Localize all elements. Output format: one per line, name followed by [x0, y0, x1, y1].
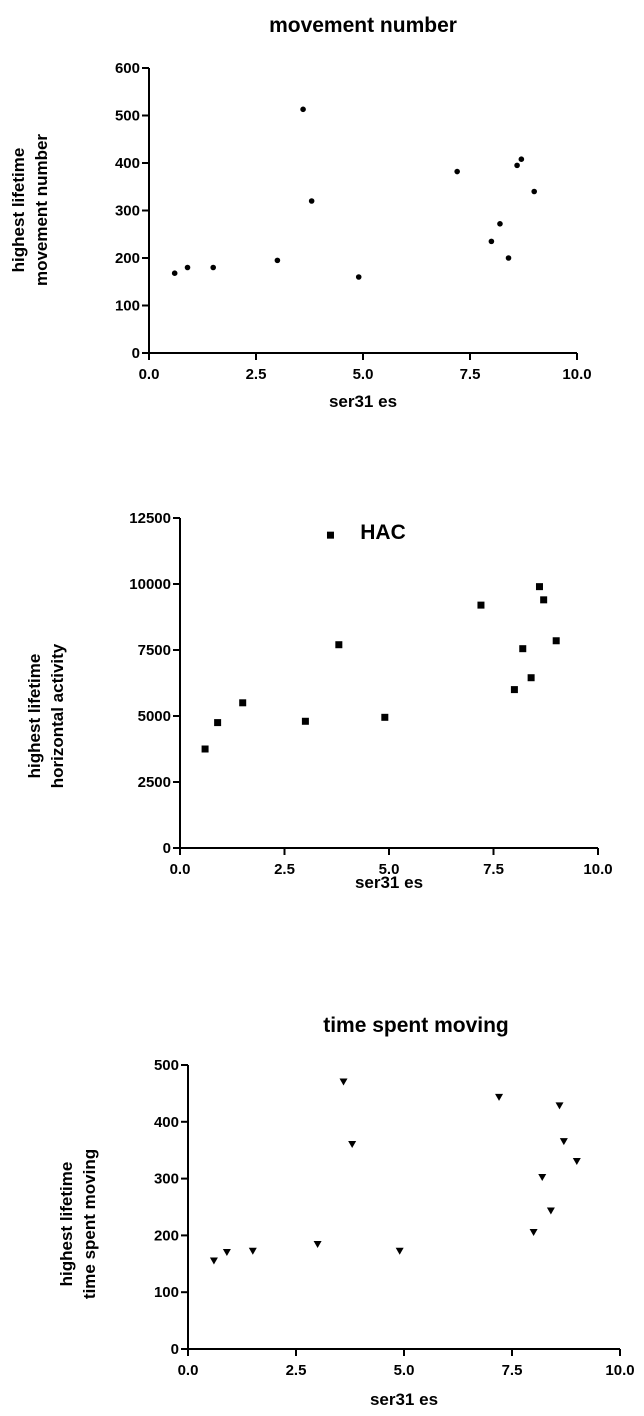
chart-panel-1: movement number 0 100 200 300 400 500 600 0.0 2.5… — [9, 14, 592, 411]
y-tick-label: 400 — [115, 155, 140, 172]
data-point — [381, 713, 389, 721]
x-axis-label: ser31 es — [370, 1390, 438, 1409]
data-point — [454, 168, 460, 175]
data-point — [514, 162, 520, 169]
x-tick-label: 7.5 — [483, 861, 504, 878]
y-tick-label: 100 — [154, 1284, 179, 1301]
data-point — [519, 645, 527, 653]
data-point — [497, 221, 503, 227]
x-tick-label: 10.0 — [562, 366, 591, 383]
y-tick-label: 7500 — [138, 642, 171, 659]
data-point — [184, 264, 191, 271]
data-point — [559, 1138, 568, 1146]
y-axis-label-line-2: horizontal activity — [48, 643, 67, 788]
data-point — [510, 686, 518, 694]
data-point — [239, 699, 247, 707]
y-axis-label-line-1: highest lifetime — [9, 148, 28, 273]
data-point — [540, 596, 548, 604]
y-tick-label: 500 — [154, 1057, 179, 1074]
y-tick-label: 0 — [163, 840, 171, 857]
y-tick-label: 100 — [115, 298, 140, 315]
data-point — [339, 1078, 348, 1086]
x-tick-label: 2.5 — [246, 366, 267, 383]
y-tick-label: 200 — [115, 250, 140, 267]
data-point — [301, 717, 309, 725]
x-tick-label: 0.0 — [178, 1362, 199, 1379]
y-tick-label: 500 — [115, 108, 140, 125]
data-point — [201, 745, 209, 753]
chart-panel-2: HAC 0 2500 5000 7500 10000 12500 0.0 2.5 5.0 7.5 10… — [25, 510, 613, 892]
data-point — [552, 637, 560, 645]
x-tick-label: 2.5 — [274, 861, 295, 878]
x-axis-label: ser31 es — [329, 392, 397, 411]
chart-title: HAC — [360, 521, 406, 544]
data-point — [538, 1173, 547, 1181]
y-axis-label-line-2: time spent moving — [80, 1149, 99, 1299]
data-point — [505, 255, 512, 261]
x-tick-label: 7.5 — [460, 366, 481, 383]
data-point — [355, 274, 362, 280]
chart-title: movement number — [269, 14, 457, 37]
x-tick-label: 10.0 — [605, 1362, 634, 1379]
y-axis-label-line-1: highest lifetime — [25, 654, 44, 779]
x-tick-label: 5.0 — [379, 861, 400, 878]
x-tick-label: 5.0 — [353, 366, 374, 383]
data-point — [335, 641, 343, 649]
x-tick-label: 5.0 — [394, 1362, 415, 1379]
data-point — [326, 531, 334, 539]
data-point — [477, 601, 485, 609]
y-tick-label: 12500 — [129, 510, 171, 527]
x-axis-label: ser31 es — [355, 873, 423, 892]
data-point — [488, 238, 495, 245]
data-point — [529, 1229, 538, 1237]
x-tick-label: 2.5 — [286, 1362, 307, 1379]
data-point — [274, 257, 281, 264]
data-point — [395, 1247, 404, 1255]
data-point — [210, 264, 216, 271]
y-tick-label: 10000 — [129, 576, 171, 593]
y-tick-label: 5000 — [138, 708, 171, 725]
chart-panel-3: time spent moving 0 100 200 300 400 500 0.0 2.5 5… — [57, 1014, 635, 1409]
data-point — [209, 1257, 218, 1265]
x-tick-label: 10.0 — [583, 861, 612, 878]
data-point — [300, 106, 306, 113]
y-tick-label: 600 — [115, 60, 140, 77]
data-point — [531, 188, 537, 195]
data-point — [518, 156, 525, 162]
data-point — [248, 1247, 257, 1255]
y-axis-label-line-1: highest lifetime — [57, 1162, 76, 1287]
data-point — [535, 583, 543, 591]
data-point — [313, 1240, 322, 1248]
data-point — [546, 1207, 555, 1215]
y-tick-label: 0 — [132, 345, 140, 362]
x-tick-label: 7.5 — [502, 1362, 523, 1379]
data-point — [527, 674, 535, 682]
y-tick-label: 400 — [154, 1114, 179, 1131]
y-tick-label: 300 — [115, 203, 140, 220]
data-point — [214, 719, 222, 727]
y-axis-label-line-2: movement number — [32, 134, 51, 286]
data-point — [572, 1158, 581, 1166]
data-point — [308, 198, 315, 204]
x-tick-label: 0.0 — [139, 366, 160, 383]
x-tick-label: 0.0 — [170, 861, 191, 878]
data-point — [171, 270, 178, 277]
y-tick-label: 300 — [154, 1171, 179, 1188]
chart-title: time spent moving — [323, 1014, 509, 1037]
data-point — [348, 1141, 357, 1149]
data-point — [555, 1102, 564, 1110]
y-tick-label: 2500 — [138, 774, 171, 791]
y-tick-label: 0 — [171, 1341, 179, 1358]
y-tick-label: 200 — [154, 1227, 179, 1244]
data-point — [495, 1093, 504, 1101]
data-point — [222, 1248, 231, 1256]
